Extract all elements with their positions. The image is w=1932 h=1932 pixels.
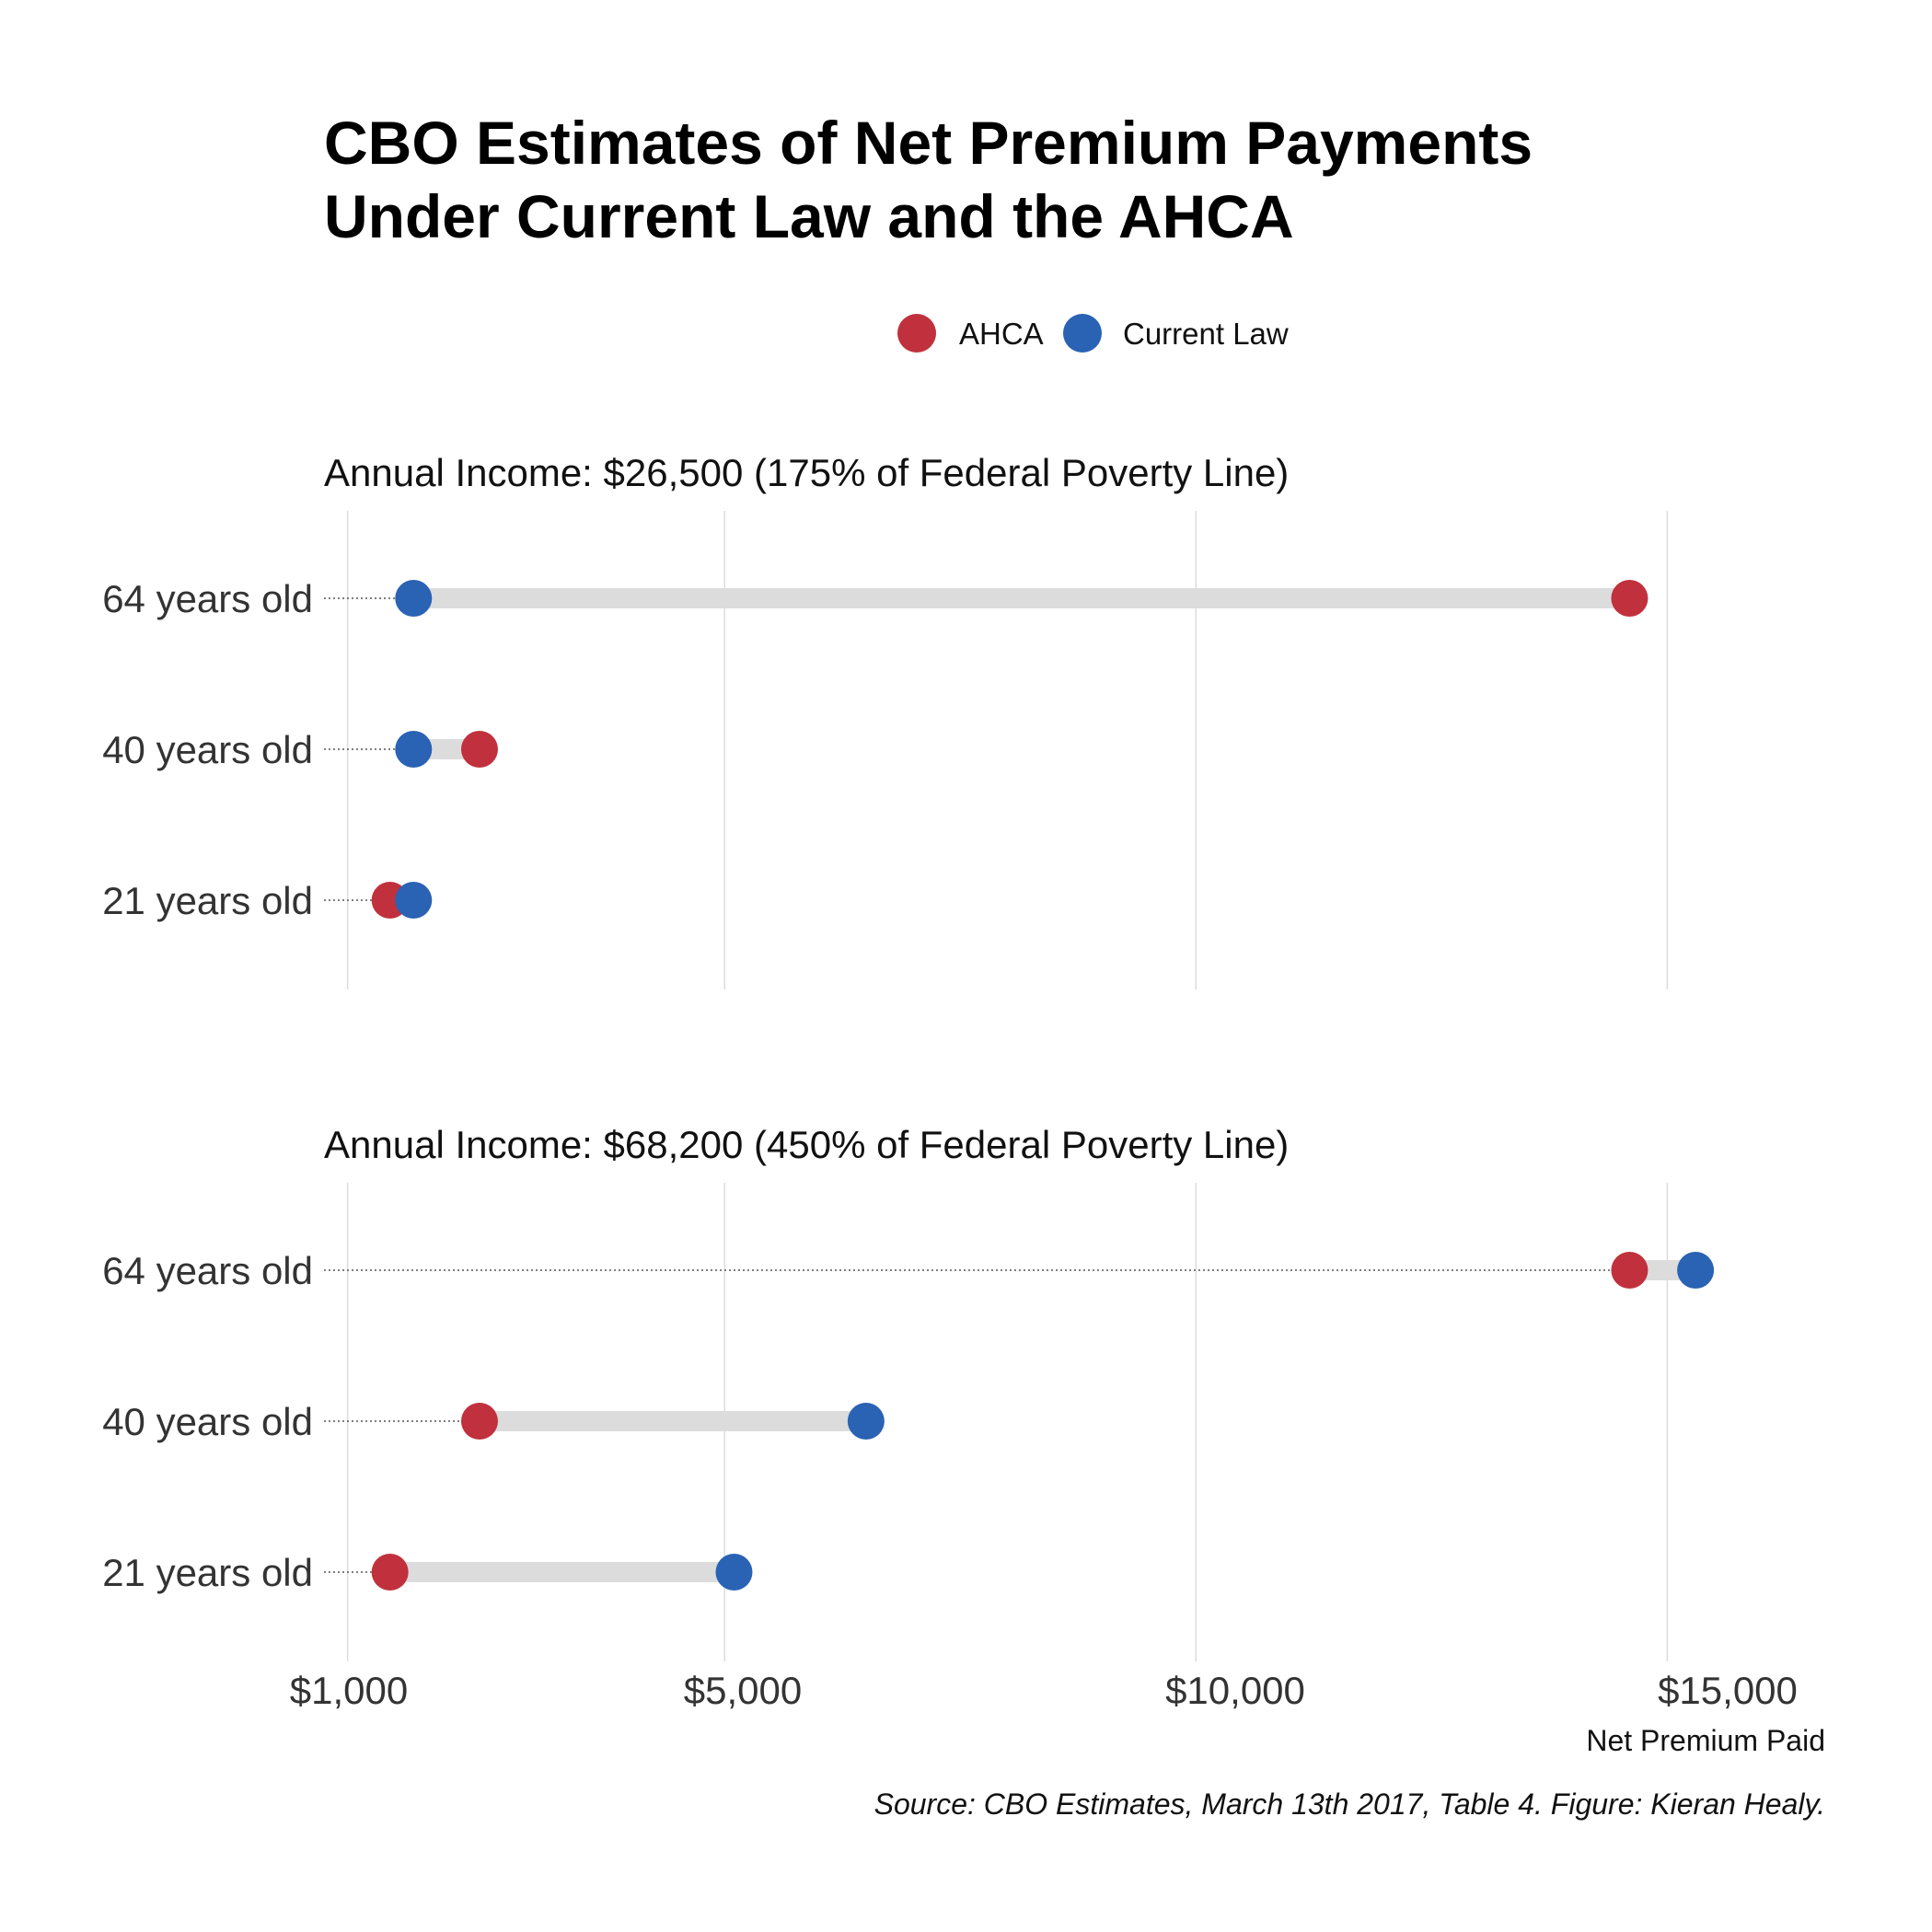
panels: Annual Income: $26,500 (175% of Federal …: [102, 451, 1715, 1661]
x-tick-label: $5,000: [684, 1669, 802, 1712]
x-axis: $1,000 $5,000 $10,000 $15,000 Net Premiu…: [290, 1669, 1825, 1757]
chart-title-line-2: Under Current Law and the AHCA: [324, 182, 1294, 250]
x-tick-label: $15,000: [1658, 1669, 1798, 1712]
category-label: 40 years old: [102, 1400, 313, 1443]
point-current-law: [395, 580, 433, 617]
x-tick-label: $1,000: [290, 1669, 408, 1712]
legend-label-current-law: Current Law: [1123, 317, 1289, 351]
point-ahca: [371, 1554, 409, 1591]
panel-title: Annual Income: $68,200 (450% of Federal …: [324, 1123, 1289, 1166]
x-axis-title: Net Premium Paid: [1586, 1724, 1825, 1757]
caption: Source: CBO Estimates, March 13th 2017, …: [874, 1787, 1825, 1821]
panel-title: Annual Income: $26,500 (175% of Federal …: [324, 451, 1289, 494]
point-current-law: [1677, 1252, 1715, 1289]
point-current-law: [847, 1403, 885, 1440]
point-current-law: [715, 1554, 753, 1591]
chart-title-line-1: CBO Estimates of Net Premium Payments: [324, 109, 1533, 177]
point-current-law: [395, 882, 433, 919]
legend: AHCA Current Law: [897, 314, 1289, 353]
point-ahca: [460, 1403, 498, 1440]
x-tick-label: $10,000: [1165, 1669, 1305, 1712]
legend-label-ahca: AHCA: [959, 317, 1044, 351]
category-label: 40 years old: [102, 728, 313, 771]
category-label: 64 years old: [102, 1249, 313, 1292]
point-current-law: [395, 731, 433, 768]
category-label: 21 years old: [102, 879, 313, 922]
legend-swatch-current-law: [1063, 314, 1102, 353]
point-ahca: [1611, 1252, 1649, 1289]
legend-swatch-ahca: [897, 314, 936, 353]
panel-1: Annual Income: $26,500 (175% of Federal …: [102, 451, 1669, 989]
panel-2: Annual Income: $68,200 (450% of Federal …: [102, 1123, 1715, 1661]
point-ahca: [460, 731, 498, 768]
category-label: 21 years old: [102, 1551, 313, 1594]
category-label: 64 years old: [102, 577, 313, 620]
point-ahca: [1611, 580, 1649, 617]
